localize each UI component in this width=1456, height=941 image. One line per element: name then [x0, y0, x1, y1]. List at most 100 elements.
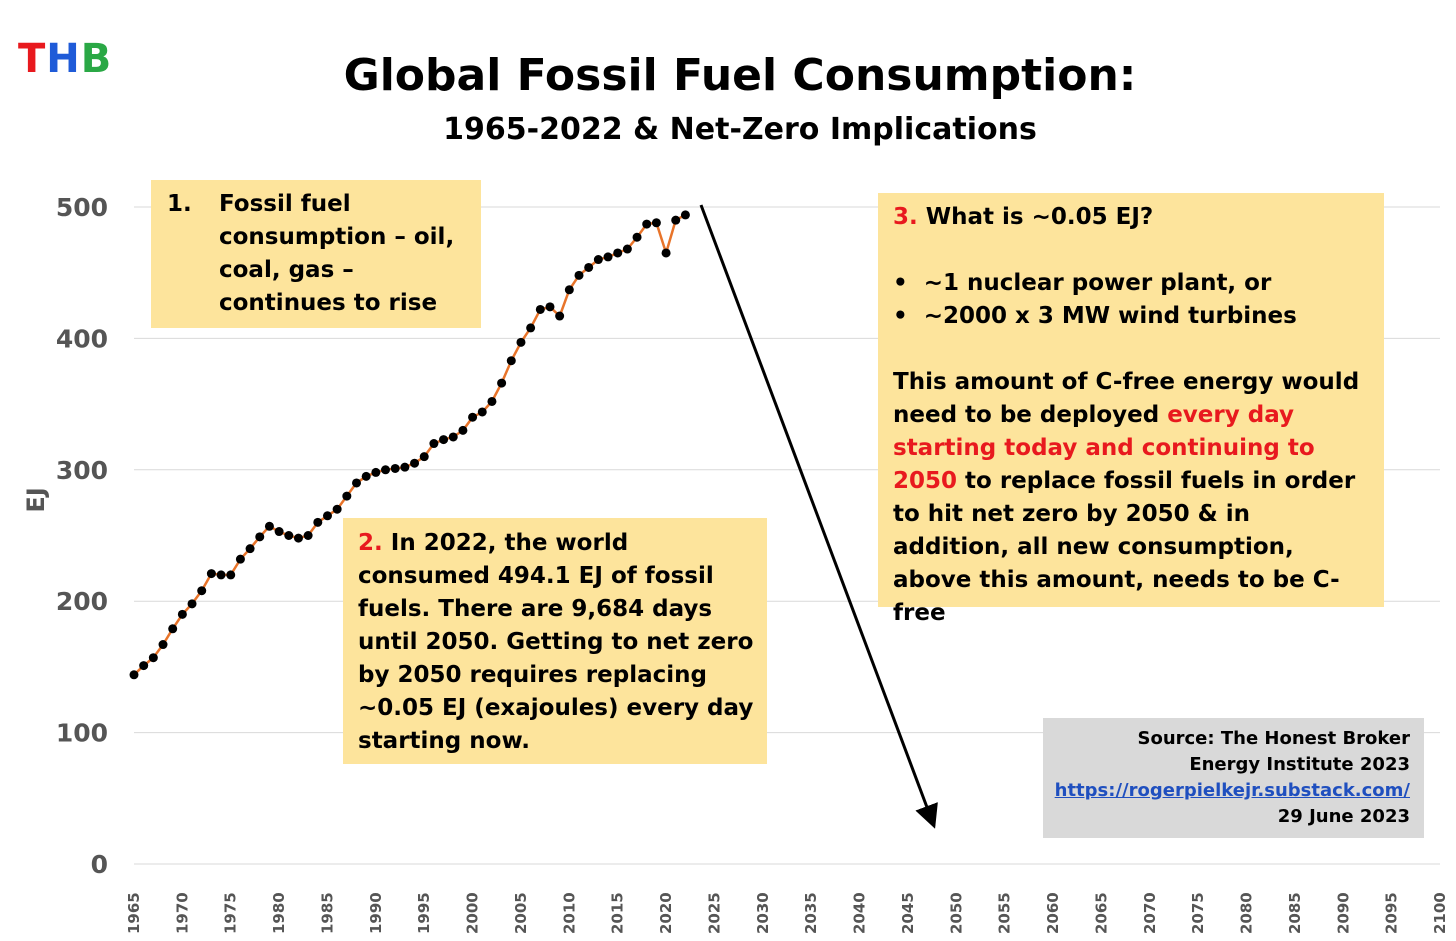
data-point — [264, 521, 274, 531]
data-point — [148, 653, 158, 663]
x-tick-label: 2040 — [851, 892, 869, 934]
x-tick-label: 1965 — [125, 892, 143, 934]
data-point — [303, 531, 313, 540]
source-credit: Source: The Honest Broker — [1137, 728, 1410, 749]
data-point — [487, 396, 497, 406]
annotation-2-number: 2. — [358, 530, 383, 556]
x-tick-label: 2100 — [1431, 892, 1449, 934]
data-point — [622, 244, 632, 254]
data-point — [506, 356, 516, 366]
chart-title: Global Fossil Fuel Consumption: — [343, 50, 1137, 101]
data-point — [187, 599, 197, 609]
x-tick-label: 2090 — [1334, 892, 1352, 934]
source-link[interactable]: https://rogerpielkejr.substack.com/ — [1054, 780, 1410, 801]
data-point — [642, 219, 652, 229]
y-axis-label: EJ — [22, 487, 50, 512]
data-point — [139, 661, 149, 671]
source-institute: Energy Institute 2023 — [1189, 754, 1410, 775]
data-point — [400, 462, 410, 472]
data-point — [255, 532, 265, 542]
annotation-box-3: 3. What is ~0.05 EJ? • ~1 nuclear power … — [878, 193, 1384, 626]
data-point — [526, 323, 536, 333]
annotation-3-heading: What is ~0.05 EJ? — [917, 204, 1154, 230]
data-point — [177, 609, 187, 619]
x-tick-label: 2095 — [1383, 892, 1401, 934]
data-point — [603, 252, 613, 262]
source-box: Source: The Honest Broker Energy Institu… — [1043, 718, 1424, 838]
data-point — [206, 569, 216, 579]
y-tick-label: 100 — [56, 719, 108, 748]
annotation-3-paragraph: This amount of C-free energy would need … — [893, 369, 1360, 626]
x-tick-label: 2055 — [996, 892, 1014, 934]
x-tick-label: 2050 — [947, 892, 965, 934]
data-point — [439, 435, 449, 445]
x-tick-label: 2035 — [802, 892, 820, 934]
series-line — [133, 213, 686, 676]
x-tick-label: 2025 — [705, 892, 723, 934]
data-point — [197, 586, 207, 596]
annotation-1-number: 1. — [167, 191, 192, 217]
x-tick-labels: 1965 1970 1975 1980 1985 1990 1995 2000 2005 2010… — [125, 892, 1449, 934]
x-tick-label: 2010 — [560, 892, 578, 934]
data-point — [226, 570, 236, 580]
data-point — [661, 248, 671, 258]
x-tick-label: 2045 — [899, 892, 917, 934]
data-point — [448, 432, 458, 442]
data-point — [545, 302, 555, 312]
data-point — [458, 425, 468, 435]
annotation-2-text: In 2022, the world consumed 494.1 EJ of … — [358, 530, 754, 754]
data-point — [342, 491, 352, 501]
data-point — [216, 570, 226, 580]
data-point — [322, 511, 332, 521]
y-tick-label: 400 — [56, 324, 108, 353]
x-tick-label: 2005 — [512, 892, 530, 934]
data-point — [477, 407, 487, 417]
data-point — [419, 452, 429, 462]
x-tick-label: 2065 — [1092, 892, 1110, 934]
annotation-3-bullet: • ~2000 x 3 MW wind turbines — [893, 303, 1297, 329]
annotation-box-1: 1. Fossil fuel consumption – oil, coal, … — [151, 180, 481, 328]
data-point — [613, 248, 623, 258]
y-tick-label: 0 — [91, 850, 108, 879]
data-point — [352, 478, 362, 488]
data-point — [313, 517, 323, 527]
data-point — [158, 640, 168, 650]
x-tick-label: 2020 — [657, 892, 675, 934]
data-point — [235, 554, 245, 564]
source-date: 29 June 2023 — [1277, 806, 1410, 827]
x-tick-label: 2085 — [1286, 892, 1304, 934]
data-point — [593, 255, 603, 265]
data-point — [564, 285, 574, 295]
x-tick-label: 2060 — [1044, 892, 1062, 934]
annotation-box-2: 2. In 2022, the world consumed 494.1 EJ … — [343, 518, 767, 764]
data-point — [274, 527, 284, 537]
data-point — [535, 304, 545, 314]
data-point — [332, 504, 342, 514]
y-tick-labels: 0 100 200 300 400 500 — [56, 193, 108, 879]
x-tick-label: 1985 — [318, 892, 336, 934]
y-tick-label: 500 — [56, 193, 108, 222]
data-point — [129, 670, 139, 680]
net-zero-arrow — [699, 204, 938, 829]
data-point — [361, 471, 371, 481]
x-tick-label: 1970 — [173, 892, 191, 934]
annotation-3-bullet: • ~1 nuclear power plant, or — [893, 270, 1272, 296]
data-point — [168, 624, 178, 634]
data-point — [497, 378, 507, 388]
x-tick-label: 2075 — [1189, 892, 1207, 934]
annotation-3-number: 3. — [893, 204, 918, 230]
chart-subtitle: 1965-2022 & Net-Zero Implications — [443, 112, 1037, 147]
data-point — [429, 439, 439, 449]
data-point — [651, 218, 661, 228]
data-point — [245, 544, 255, 554]
y-tick-label: 300 — [56, 456, 108, 485]
data-point — [293, 533, 303, 543]
data-point — [680, 210, 690, 220]
data-point — [574, 270, 584, 280]
x-tick-label: 2015 — [609, 892, 627, 934]
x-tick-label: 2070 — [1141, 892, 1159, 934]
x-tick-label: 2030 — [754, 892, 772, 934]
y-tick-label: 200 — [56, 587, 108, 616]
data-point — [555, 311, 565, 321]
